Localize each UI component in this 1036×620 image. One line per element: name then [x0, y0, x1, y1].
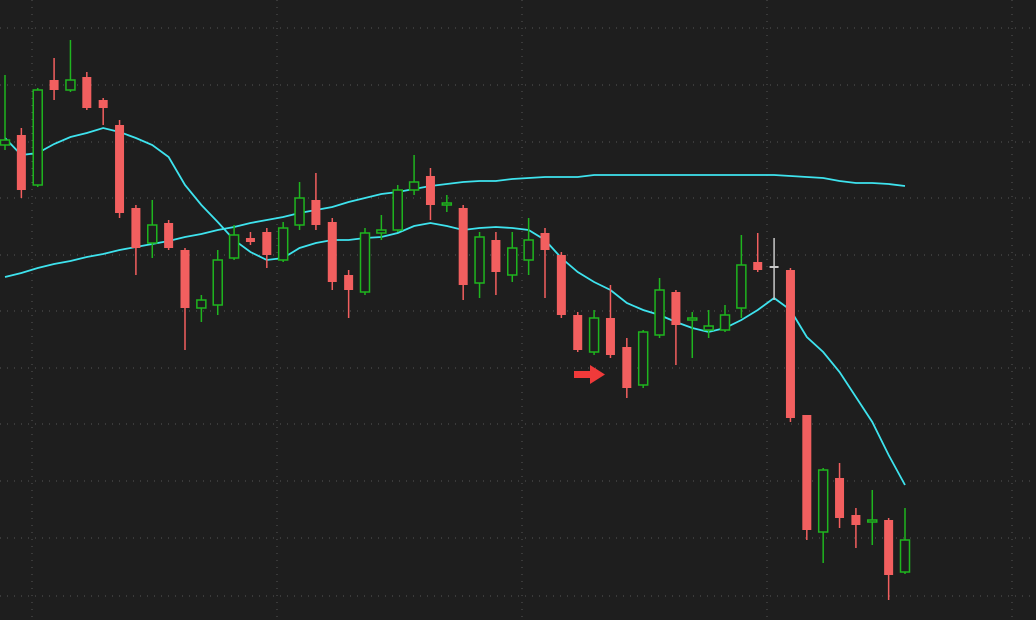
- candle-body: [802, 415, 812, 530]
- candle-body: [654, 289, 665, 336]
- candle-body: [294, 197, 305, 226]
- candle-body: [736, 264, 747, 309]
- candle-body: [245, 238, 255, 242]
- candle-body: [703, 325, 714, 331]
- candle-body: [277, 227, 289, 261]
- candle-body: [817, 469, 829, 533]
- candle-body: [0, 139, 11, 146]
- candle-body: [622, 347, 632, 388]
- candle-body: [867, 519, 878, 523]
- candle-body: [523, 239, 534, 261]
- candle-body: [671, 292, 681, 325]
- candle-body: [164, 223, 174, 248]
- moving-average-line: [4, 127, 906, 486]
- candle-body: [687, 317, 698, 321]
- candle-body: [147, 224, 158, 244]
- candle-body: [262, 232, 272, 255]
- candle-body: [425, 176, 435, 205]
- candle-body: [851, 515, 861, 525]
- candle-body: [359, 232, 371, 293]
- candle-body: [884, 520, 894, 575]
- candle-body: [540, 233, 550, 250]
- candle-body: [441, 202, 453, 206]
- candle-body: [573, 315, 583, 350]
- candle-body: [16, 135, 26, 190]
- candle-body: [228, 234, 240, 259]
- candle-body: [49, 80, 59, 90]
- candle-body: [458, 208, 468, 285]
- candle-body: [392, 189, 403, 231]
- candle-body: [556, 255, 566, 315]
- candle-body: [835, 478, 845, 518]
- candle-body: [408, 181, 420, 191]
- candle-body: [82, 77, 92, 108]
- candle-body: [98, 100, 108, 108]
- candle-body: [65, 79, 76, 91]
- candle-body: [32, 89, 43, 186]
- arrow-marker: [574, 365, 605, 384]
- candle-body: [769, 266, 779, 268]
- candle-body: [753, 262, 763, 270]
- candle-body: [899, 539, 911, 573]
- candle-body: [376, 229, 387, 234]
- candle-body: [785, 270, 795, 418]
- candle-body: [588, 317, 600, 353]
- candle-body: [637, 331, 649, 386]
- candle-body: [719, 314, 731, 331]
- candle-body: [474, 236, 485, 284]
- candle-body: [344, 275, 354, 290]
- candle-body: [491, 240, 501, 272]
- candle-body: [212, 259, 223, 306]
- candle-body: [180, 250, 190, 308]
- candle-body: [327, 222, 337, 282]
- candle-body: [131, 208, 141, 248]
- candle-body: [507, 247, 518, 276]
- candle-body: [196, 299, 207, 309]
- candle-body: [605, 318, 615, 355]
- candle-body: [311, 200, 321, 225]
- candle-body: [115, 125, 125, 213]
